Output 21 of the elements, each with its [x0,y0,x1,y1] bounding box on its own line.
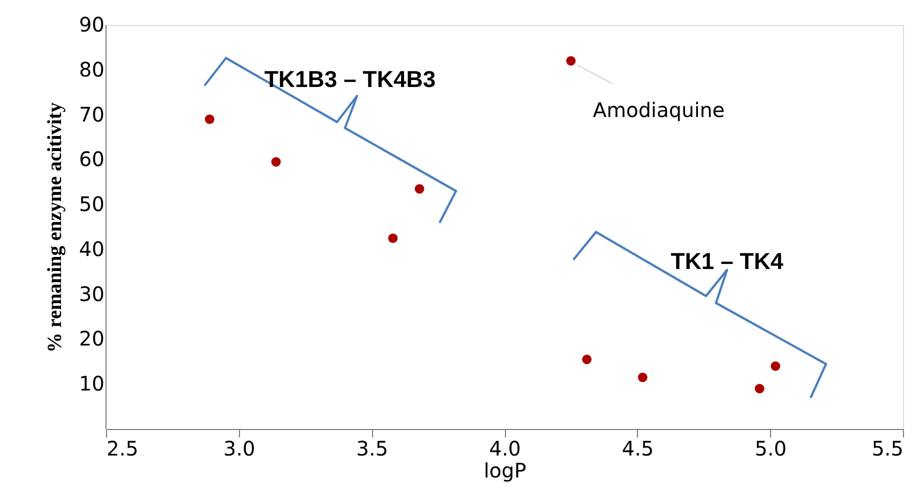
x-axis-title: logP [484,458,526,482]
y-tick-label: 90 [79,12,104,36]
y-tick-label: 10 [79,372,104,396]
annotation: TK1 – TK4 [670,248,784,274]
y-tick-label: 40 [79,236,104,261]
x-tick-label: 5.5 [872,436,904,460]
x-tick-label: 4.5 [622,436,654,460]
x-tick-label: 2.5 [106,436,138,460]
annotation: TK1B3 – TK4B3 [264,66,436,92]
y-tick-label: 70 [79,102,104,126]
y-tick-label: 80 [79,57,104,82]
y-tick-label: 60 [79,147,104,172]
y-axis-title: % remaning enzyme acitivity [44,102,66,353]
x-tick-label: 4.0 [489,436,521,460]
x-tick-label: 5.0 [754,436,787,460]
annotation: Amodiaquine [592,98,725,122]
x-tick-label: 3.5 [356,436,388,460]
x-tick-label: 3.0 [223,436,256,460]
y-tick-label: 50 [79,192,104,216]
y-tick-label: 20 [79,326,104,351]
y-tick-label: 30 [79,282,104,306]
